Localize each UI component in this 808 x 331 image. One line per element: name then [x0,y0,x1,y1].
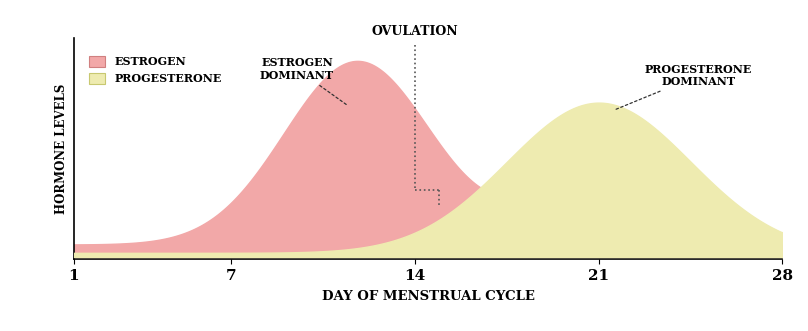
Text: PROGESTERONE
DOMINANT: PROGESTERONE DOMINANT [614,64,752,110]
Legend: ESTROGEN, PROGESTERONE: ESTROGEN, PROGESTERONE [83,50,227,90]
Y-axis label: HORMONE LEVELS: HORMONE LEVELS [56,83,69,214]
Text: OVULATION: OVULATION [372,25,458,38]
X-axis label: DAY OF MENSTRUAL CYCLE: DAY OF MENSTRUAL CYCLE [322,290,535,303]
Text: ESTROGEN
DOMINANT: ESTROGEN DOMINANT [260,57,347,105]
